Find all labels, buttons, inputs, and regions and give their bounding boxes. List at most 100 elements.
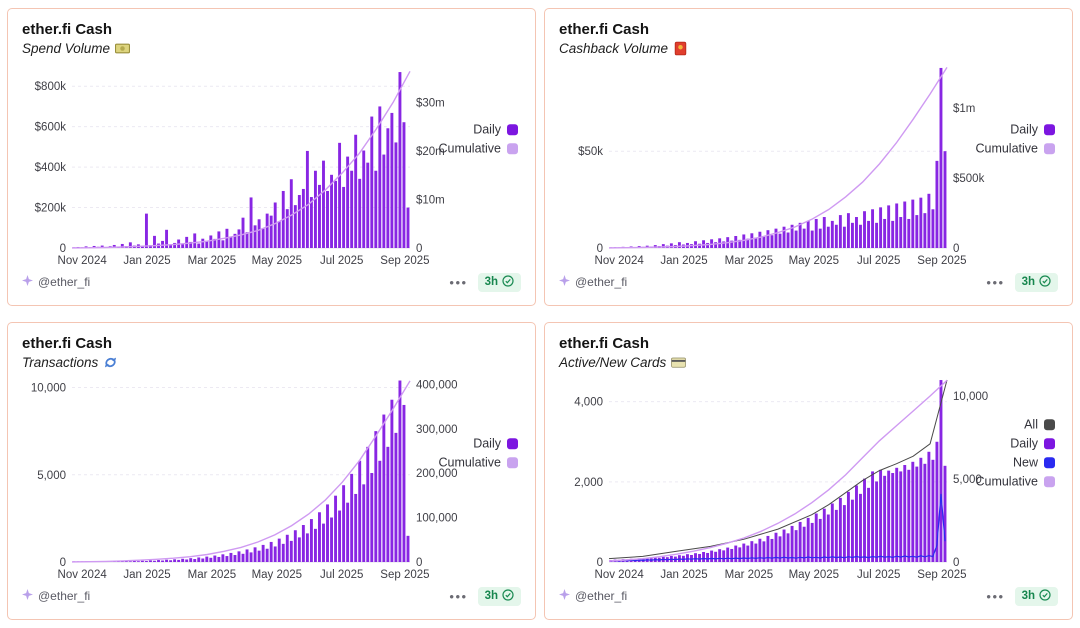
left-axis-tick: 0 [60, 243, 66, 255]
svg-text:Daily: Daily [473, 436, 502, 450]
refresh-badge[interactable]: 3h [477, 272, 521, 292]
left-axis-tick: 0 [597, 557, 603, 569]
author-handle: @ether_fi [575, 589, 628, 603]
left-axis-tick: $400k [35, 162, 67, 174]
x-axis-tick: Mar 2025 [188, 569, 237, 581]
series-cumulative [71, 380, 411, 563]
svg-text:Cumulative: Cumulative [438, 455, 501, 469]
red-envelope-icon [673, 41, 688, 56]
check-circle-icon [1039, 588, 1051, 604]
chart-card-cashback-volume: ether.fi Cash Cashback Volume $50k 0 $1m $5… [544, 8, 1073, 306]
dune-icon [559, 589, 570, 603]
legend-item-daily[interactable]: Daily [1010, 436, 1055, 450]
x-axis-tick: Jul 2025 [320, 569, 363, 581]
right-axis-tick: 100,000 [416, 513, 458, 525]
chart-card-active-new-cards: ether.fi Cash Active/New Cards 4,000 2,00… [544, 322, 1073, 620]
refresh-badge[interactable]: 3h [1014, 586, 1058, 606]
more-menu-button[interactable]: ••• [449, 588, 468, 604]
svg-text:Cumulative: Cumulative [438, 141, 501, 155]
x-axis-tick: Jan 2025 [660, 569, 707, 581]
svg-text:New: New [1013, 455, 1039, 469]
x-axis-tick: Nov 2024 [595, 569, 645, 581]
x-axis-tick: Mar 2025 [725, 569, 774, 581]
author-handle: @ether_fi [575, 275, 628, 289]
legend-item-cumulative[interactable]: Cumulative [975, 474, 1055, 488]
card-title: ether.fi Cash [22, 21, 113, 38]
x-axis-tick: Mar 2025 [725, 255, 774, 267]
x-axis-tick: Nov 2024 [595, 255, 645, 267]
card-subtitle: Transactions [22, 355, 99, 370]
x-axis-tick: Jul 2025 [320, 255, 363, 267]
updated-ago: 3h [1021, 276, 1035, 288]
dune-icon [22, 589, 33, 603]
author-link[interactable]: @ether_fi [22, 589, 90, 603]
right-axis-tick: $1m [953, 103, 975, 115]
left-axis-tick: 10,000 [31, 383, 66, 395]
legend-item-cumulative[interactable]: Cumulative [438, 455, 518, 469]
left-axis-tick: 0 [60, 557, 66, 569]
x-axis-tick: May 2025 [789, 255, 840, 267]
check-circle-icon [502, 588, 514, 604]
x-axis-tick: Jan 2025 [660, 255, 707, 267]
right-axis-tick: $20m [416, 146, 445, 158]
svg-text:All: All [1024, 417, 1038, 431]
dune-icon [559, 275, 570, 289]
refresh-badge[interactable]: 3h [1014, 272, 1058, 292]
legend-item-cumulative[interactable]: Cumulative [975, 141, 1055, 155]
author-link[interactable]: @ether_fi [559, 275, 627, 289]
legend-item-all[interactable]: All [1024, 417, 1055, 431]
series-daily [609, 67, 947, 248]
card-title: ether.fi Cash [559, 21, 650, 38]
right-axis-tick: 10,000 [953, 391, 988, 403]
right-axis-tick: 200,000 [416, 468, 458, 480]
legend-item-daily[interactable]: Daily [473, 122, 518, 136]
left-axis-tick: 4,000 [574, 397, 603, 409]
card-title: ether.fi Cash [22, 335, 113, 352]
x-axis-tick: Sep 2025 [917, 569, 966, 581]
updated-ago: 3h [484, 276, 498, 288]
more-menu-button[interactable]: ••• [986, 588, 1005, 604]
series-cumulative [608, 379, 948, 562]
left-axis-tick: $200k [35, 203, 67, 215]
x-axis-tick: Nov 2024 [58, 255, 108, 267]
legend-item-daily[interactable]: Daily [473, 436, 518, 450]
credit-card-icon [671, 355, 687, 370]
right-axis-tick: 0 [416, 243, 422, 255]
x-axis-tick: Sep 2025 [380, 255, 429, 267]
chart-card-spend-volume: ether.fi Cash Spend Volume $800k $600k $40… [7, 8, 536, 306]
more-menu-button[interactable]: ••• [449, 274, 468, 290]
right-axis-tick: 0 [416, 557, 422, 569]
right-axis-tick: 400,000 [416, 379, 458, 391]
x-axis-tick: Sep 2025 [380, 569, 429, 581]
x-axis-tick: Jul 2025 [857, 569, 900, 581]
author-link[interactable]: @ether_fi [22, 275, 90, 289]
left-axis-tick: $800k [35, 81, 67, 93]
x-axis-tick: May 2025 [252, 569, 303, 581]
refresh-badge[interactable]: 3h [477, 586, 521, 606]
author-link[interactable]: @ether_fi [559, 589, 627, 603]
legend-item-cumulative[interactable]: Cumulative [438, 141, 518, 155]
svg-text:Daily: Daily [473, 122, 502, 136]
transactions-chart[interactable]: 10,000 5,000 0 400,000 300,000 200,000 100,000… [22, 372, 521, 586]
right-axis-tick: $500k [953, 173, 985, 185]
right-axis-tick: 0 [953, 557, 959, 569]
legend-item-new[interactable]: New [1013, 455, 1055, 469]
x-axis-tick: Mar 2025 [188, 255, 237, 267]
author-handle: @ether_fi [38, 589, 91, 603]
series-cumulative [71, 70, 411, 249]
more-menu-button[interactable]: ••• [986, 274, 1005, 290]
series-new [610, 493, 946, 562]
svg-text:Daily: Daily [1010, 436, 1039, 450]
check-circle-icon [1039, 274, 1051, 290]
card-subtitle: Cashback Volume [559, 41, 669, 56]
banknote-icon [115, 41, 131, 56]
series-daily [72, 72, 410, 248]
left-axis-tick: $50k [578, 146, 603, 158]
legend-item-daily[interactable]: Daily [1010, 122, 1055, 136]
updated-ago: 3h [484, 590, 498, 602]
right-axis-tick: $10m [416, 194, 445, 206]
counterclockwise-arrows-icon [103, 355, 118, 370]
